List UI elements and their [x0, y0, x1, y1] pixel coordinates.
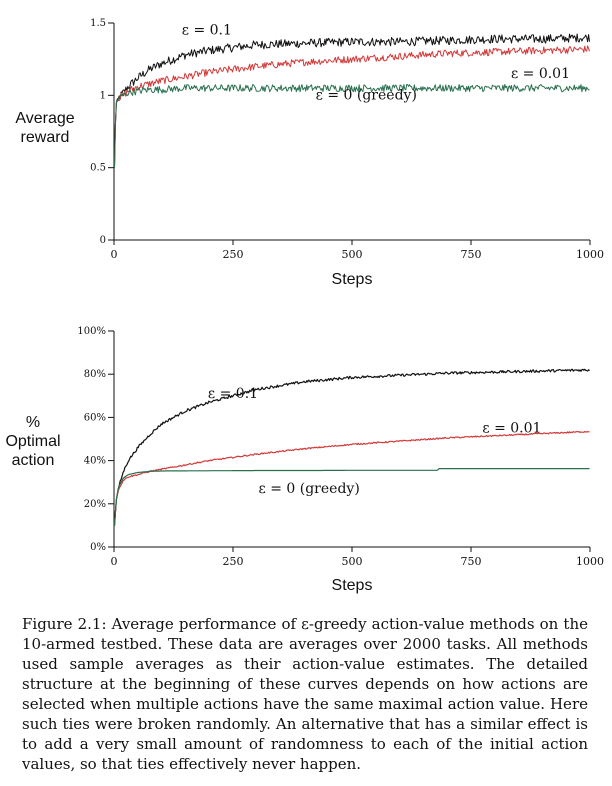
y-tick-label: 60%: [84, 412, 106, 423]
series-line: [113, 468, 590, 526]
x-tick-label: 500: [342, 555, 363, 568]
y-tick-label: 20%: [84, 499, 106, 510]
x-tick-label: 500: [342, 248, 363, 261]
x-tick-label: 0: [111, 555, 118, 568]
series-label: ε = 0 (greedy): [259, 481, 360, 497]
y-tick-label: 0.5: [90, 163, 106, 174]
y-axis-label: %: [26, 414, 40, 431]
series-line: [113, 430, 590, 526]
x-axis-label: Steps: [332, 577, 373, 594]
series-line: [114, 84, 590, 169]
series-line: [113, 368, 590, 526]
series-label: ε = 0.01: [482, 421, 541, 437]
y-axis-label: Optimal: [5, 433, 60, 450]
x-axis-label: Steps: [332, 271, 373, 288]
x-tick-label: 250: [223, 248, 244, 261]
x-tick-label: 750: [461, 248, 482, 261]
series-label: ε = 0 (greedy): [316, 88, 417, 104]
y-tick-label: 1.5: [90, 18, 106, 29]
y-tick-label: 40%: [84, 456, 106, 467]
x-tick-label: 1000: [576, 555, 604, 568]
figure-charts: 0 0.5 1 1.5 0 250 500 750 1000 Steps Average reward…: [5, 18, 604, 594]
figure-caption: Figure 2.1: Average performance of ε-gre…: [22, 615, 588, 773]
series-label: ε = 0.01: [511, 66, 570, 82]
y-tick-label: 80%: [84, 369, 106, 380]
x-tick-label: 1000: [576, 248, 604, 261]
series-label: ε = 0.1: [208, 386, 258, 402]
x-tick-label: 250: [223, 555, 244, 568]
series-label: ε = 0.1: [182, 23, 232, 39]
y-axis-label: action: [12, 452, 55, 469]
x-tick-label: 750: [461, 555, 482, 568]
chart-optimal-action: 0% 20% 40% 60% 80% 100% 0 250 500 750 1000 Steps% Op…: [5, 326, 604, 594]
series-line: [114, 45, 590, 168]
y-tick-label: 0: [100, 235, 106, 246]
chart-average-reward: 0 0.5 1 1.5 0 250 500 750 1000 Steps Average reward…: [15, 18, 604, 288]
y-tick-label: 100%: [77, 326, 106, 337]
series-line: [114, 33, 590, 168]
y-tick-label: 1: [100, 90, 106, 101]
y-tick-label: 0%: [90, 542, 106, 553]
x-tick-label: 0: [111, 248, 118, 261]
y-axis-label: Average: [15, 110, 74, 127]
y-axis-label: reward: [21, 129, 70, 146]
